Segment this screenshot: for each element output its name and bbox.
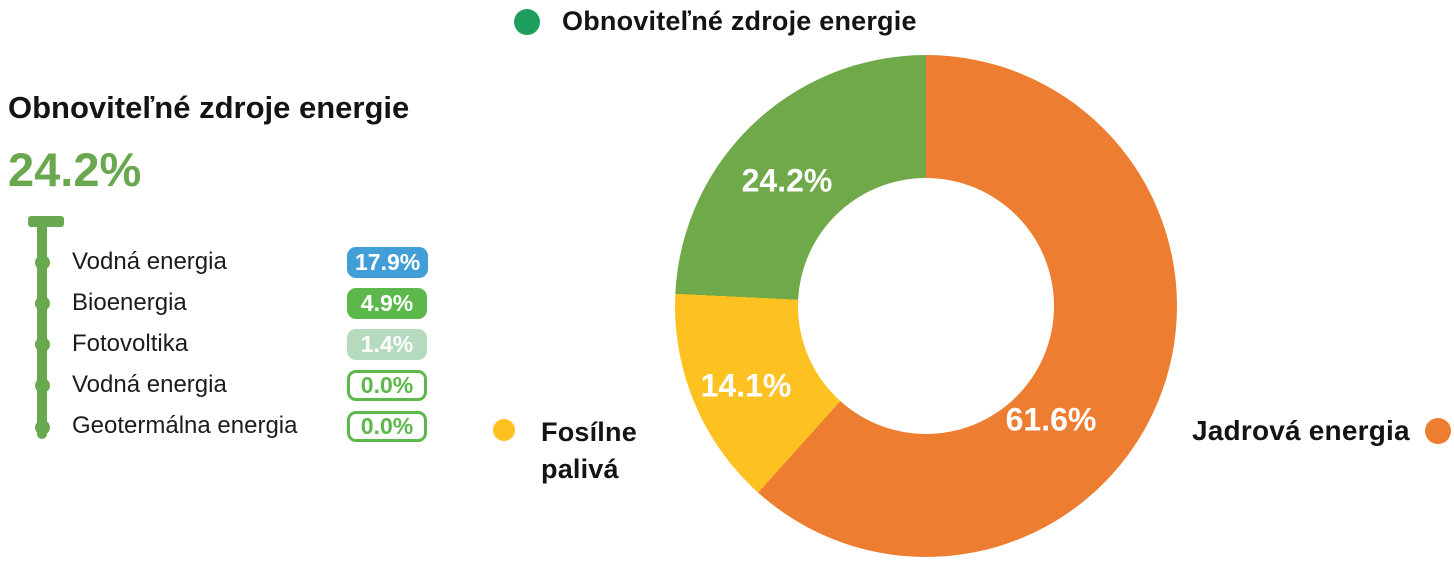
fossil-legend-dot-icon	[493, 419, 515, 441]
percentage-badge: 1.4%	[347, 328, 427, 360]
fossil-legend-label: Fosílne palivá	[541, 414, 637, 488]
list-item: Vodná energia 0.0%	[72, 368, 472, 402]
legend-renewables: Obnoviteľné zdroje energie	[514, 6, 917, 37]
nuclear-legend-label: Jadrová energia	[1192, 415, 1410, 446]
nuclear-legend-dot-icon	[1424, 418, 1451, 444]
legend-nuclear: Jadrová energia	[1192, 415, 1451, 447]
renewables-total-percentage: 24.2%	[8, 143, 142, 196]
percentage-badge: 17.9%	[347, 246, 429, 278]
donut-hole	[798, 178, 1054, 434]
panel-title: Obnoviteľné zdroje energie	[8, 90, 410, 125]
list-item-label: Fotovoltika	[72, 330, 189, 357]
connector-node-icon	[35, 337, 50, 352]
renewables-legend-label: Obnoviteľné zdroje energie	[562, 6, 917, 36]
slice-label-nuclear: 61.6%	[1005, 401, 1097, 438]
list-item: Vodná energia 17.9%	[72, 245, 472, 279]
percentage-badge: 0.0%	[347, 369, 427, 401]
donut-chart: 24.2% 14.1% 61.6%	[675, 55, 1177, 557]
percentage-badge: 4.9%	[347, 287, 427, 319]
renewables-legend-dot-icon	[514, 8, 540, 35]
legend-fossil-fuels: Fosílne palivá	[493, 414, 637, 488]
connector-node-icon	[35, 378, 50, 393]
connector-node-icon	[35, 296, 50, 311]
connector-vertical-line	[37, 218, 47, 439]
slice-label-renewables: 24.2%	[741, 162, 833, 199]
list-item: Bioenergia 4.9%	[72, 286, 472, 320]
fossil-legend-line1: Fosílne	[541, 417, 637, 447]
percentage-badge: 0.0%	[347, 410, 427, 442]
connector-node-icon	[35, 420, 50, 435]
list-item-label: Bioenergia	[72, 289, 187, 316]
slice-label-fossil: 14.1%	[700, 367, 792, 404]
list-item: Fotovoltika 1.4%	[72, 327, 472, 361]
breakdown-connector	[28, 216, 72, 444]
list-item-label: Vodná energia	[72, 371, 227, 398]
fossil-legend-line2: palivá	[541, 454, 619, 484]
list-item-label: Geotermálna energia	[72, 412, 298, 439]
connector-node-icon	[35, 255, 50, 270]
list-item-label: Vodná energia	[72, 248, 227, 275]
list-item: Geotermálna energia 0.0%	[72, 409, 472, 443]
